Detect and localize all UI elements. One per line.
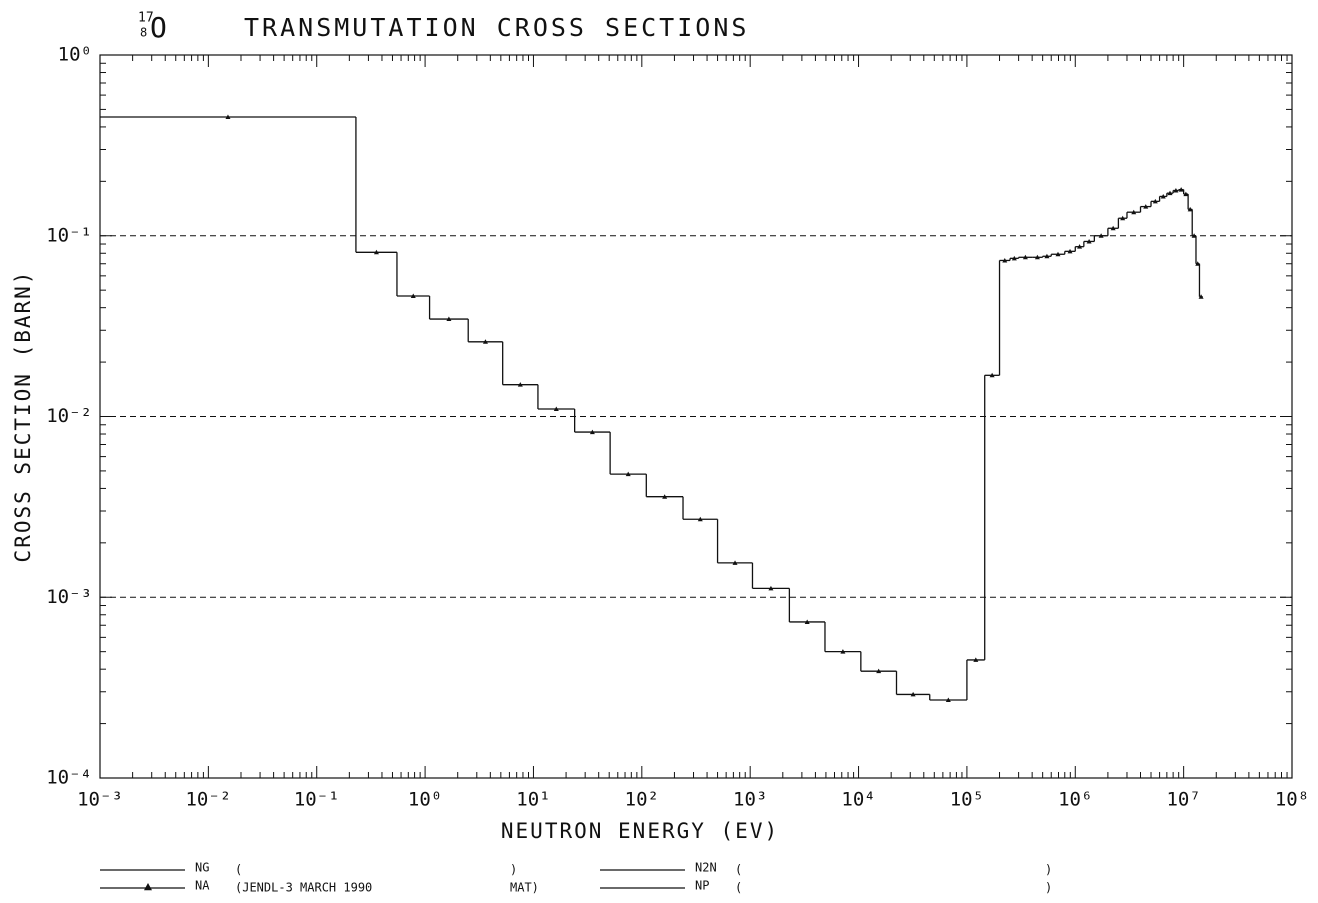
marker	[1131, 209, 1137, 215]
x-tick-label: 10⁶	[1058, 789, 1092, 811]
legend-open: (	[735, 881, 742, 895]
marker	[1187, 206, 1193, 212]
legend-name: NG	[195, 861, 209, 875]
marker	[989, 372, 995, 378]
x-tick-label: 10¹	[516, 789, 550, 811]
legend-marker	[144, 883, 152, 891]
marker	[697, 516, 703, 522]
marker	[517, 382, 523, 387]
marker	[1110, 225, 1116, 231]
marker	[1178, 187, 1184, 192]
marker	[1143, 204, 1149, 209]
y-axis-title: CROSS SECTION (BARN)	[11, 270, 35, 563]
marker	[225, 114, 231, 119]
x-tick-label: 10⁻³	[77, 789, 123, 811]
marker	[876, 668, 882, 674]
marker	[1067, 248, 1073, 254]
marker	[446, 316, 452, 322]
marker	[804, 619, 810, 624]
marker	[1086, 238, 1092, 244]
legend-close: )	[1045, 863, 1052, 877]
marker	[1044, 253, 1050, 259]
legend-close: )	[1045, 881, 1052, 895]
marker	[1183, 191, 1189, 197]
marker	[1120, 215, 1126, 221]
y-tick-label: 10⁰	[58, 44, 92, 66]
nuclide-symbol: O	[150, 11, 167, 44]
legend-open: (JENDL-3 MARCH 1990	[235, 881, 372, 895]
legend-open: (	[235, 863, 242, 877]
marker	[1077, 244, 1083, 249]
marker	[1198, 294, 1204, 299]
x-tick-label: 10⁸	[1275, 789, 1309, 811]
marker	[1055, 251, 1061, 257]
x-tick-label: 10⁰	[408, 789, 442, 811]
marker	[410, 293, 416, 299]
legend-name: NA	[195, 879, 210, 893]
marker	[768, 585, 774, 591]
x-tick-label: 10³	[733, 789, 767, 811]
marker	[1160, 193, 1166, 199]
nuclide-mass: 17	[138, 11, 154, 26]
x-tick-label: 10⁵	[950, 789, 984, 811]
marker	[482, 339, 488, 344]
y-tick-label: 10⁻⁴	[46, 767, 92, 789]
x-tick-label: 10⁷	[1166, 789, 1200, 811]
marker	[625, 471, 631, 477]
marker	[945, 697, 951, 703]
marker	[1167, 190, 1173, 196]
y-tick-label: 10⁻²	[46, 405, 92, 427]
nuclide-z: 8	[140, 26, 147, 40]
marker	[1173, 187, 1179, 193]
marker	[553, 406, 559, 412]
legend-name: NP	[695, 879, 709, 893]
y-tick-label: 10⁻³	[46, 586, 92, 608]
legend-close: MAT)	[510, 881, 539, 895]
marker	[1022, 254, 1028, 260]
marker	[1011, 255, 1017, 261]
legend-close: )	[510, 863, 517, 877]
marker	[373, 249, 379, 255]
marker	[910, 691, 916, 697]
legend-open: (	[735, 863, 742, 877]
marker	[732, 560, 738, 565]
x-axis-title: NEUTRON ENERGY (EV)	[501, 819, 779, 843]
chart-title: TRANSMUTATION CROSS SECTIONS	[244, 13, 749, 42]
marker	[589, 429, 595, 435]
x-tick-label: 10²	[625, 789, 659, 811]
marker	[840, 649, 846, 654]
x-tick-label: 10⁻¹	[294, 789, 340, 811]
marker	[973, 657, 979, 662]
y-tick-label: 10⁻¹	[46, 224, 92, 246]
marker	[662, 494, 668, 499]
x-tick-label: 10⁻²	[185, 789, 231, 811]
legend-name: N2N	[695, 861, 717, 875]
marker	[1152, 198, 1158, 204]
marker	[1098, 233, 1104, 238]
x-tick-label: 10⁴	[841, 789, 875, 811]
marker	[1034, 254, 1040, 260]
marker	[1002, 257, 1008, 263]
